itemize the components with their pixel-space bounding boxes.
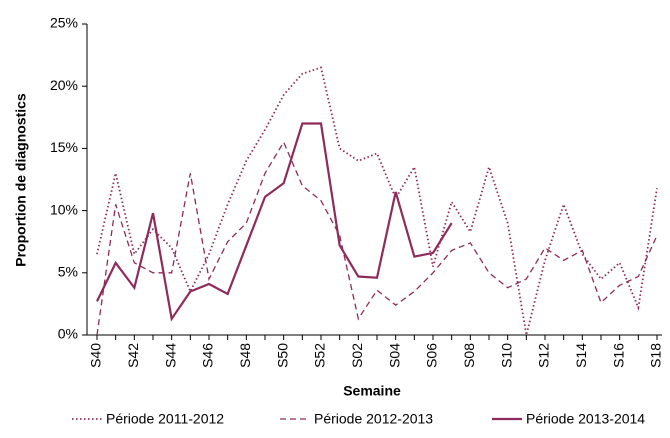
y-tick-label: 15% — [50, 139, 78, 155]
series-line — [96, 122, 453, 322]
legend-label: Période 2011-2012 — [106, 411, 224, 427]
series-line — [96, 140, 658, 336]
x-tick-label: S10 — [498, 343, 514, 368]
x-tick-label: S18 — [648, 343, 664, 368]
y-tick-label: 0% — [58, 326, 78, 342]
x-tick-label: S08 — [461, 343, 477, 368]
x-tick-label: S16 — [610, 343, 626, 368]
x-tick-label: S52 — [312, 343, 328, 368]
y-tick-label: 10% — [50, 201, 78, 217]
x-tick-label: S06 — [424, 343, 440, 368]
y-axis-label: Proportion de diagnostics — [13, 93, 29, 267]
x-tick-label: S02 — [349, 343, 365, 368]
x-tick-label: S04 — [386, 343, 402, 368]
x-tick-label: S12 — [536, 343, 552, 368]
x-tick-label: S44 — [162, 343, 178, 368]
x-tick-label: S48 — [237, 343, 253, 368]
x-tick-label: S46 — [200, 343, 216, 368]
x-tick-label: S50 — [274, 343, 290, 368]
y-tick-label: 5% — [58, 264, 78, 280]
x-axis-label: Semaine — [343, 383, 401, 399]
x-tick-label: S40 — [88, 343, 104, 368]
x-tick-label: S42 — [125, 343, 141, 368]
legend-label: Période 2013-2014 — [526, 411, 645, 427]
x-tick-label: S14 — [573, 343, 589, 368]
legend-label: Période 2012-2013 — [314, 411, 433, 427]
y-tick-label: 20% — [50, 77, 78, 93]
series-line — [96, 66, 658, 336]
y-tick-label: 25% — [50, 15, 78, 31]
